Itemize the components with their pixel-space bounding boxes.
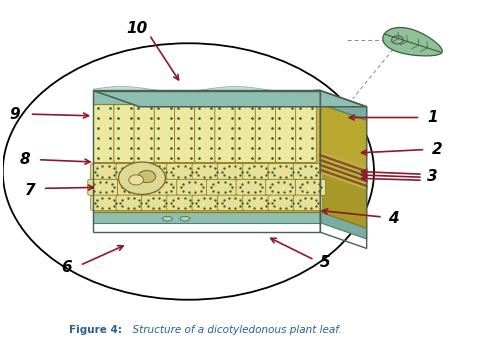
FancyBboxPatch shape <box>88 179 118 196</box>
FancyBboxPatch shape <box>192 195 221 211</box>
Polygon shape <box>93 212 320 223</box>
FancyBboxPatch shape <box>296 105 316 162</box>
Polygon shape <box>320 212 367 239</box>
Ellipse shape <box>180 216 190 221</box>
FancyBboxPatch shape <box>243 195 272 211</box>
Polygon shape <box>320 91 367 120</box>
Circle shape <box>129 175 143 185</box>
FancyBboxPatch shape <box>147 179 177 196</box>
FancyBboxPatch shape <box>217 163 247 180</box>
FancyBboxPatch shape <box>215 105 236 162</box>
Text: 1: 1 <box>427 110 438 125</box>
FancyBboxPatch shape <box>235 105 256 162</box>
FancyBboxPatch shape <box>192 163 221 180</box>
FancyBboxPatch shape <box>243 163 272 180</box>
Text: 8: 8 <box>19 152 30 167</box>
FancyBboxPatch shape <box>114 105 134 162</box>
FancyBboxPatch shape <box>268 163 297 180</box>
Text: 4: 4 <box>388 211 399 226</box>
FancyBboxPatch shape <box>293 163 323 180</box>
Text: 10: 10 <box>126 21 148 36</box>
Text: 6: 6 <box>61 260 72 275</box>
FancyBboxPatch shape <box>166 195 196 211</box>
FancyBboxPatch shape <box>94 105 114 162</box>
FancyBboxPatch shape <box>217 195 247 211</box>
Polygon shape <box>93 104 320 163</box>
Polygon shape <box>93 163 320 212</box>
Text: 7: 7 <box>24 182 35 198</box>
Text: Structure of a dicotyledonous plant leaf.: Structure of a dicotyledonous plant leaf… <box>126 325 342 335</box>
FancyBboxPatch shape <box>116 195 145 211</box>
FancyBboxPatch shape <box>91 163 120 180</box>
FancyBboxPatch shape <box>206 179 237 196</box>
Text: 2: 2 <box>432 142 443 157</box>
FancyBboxPatch shape <box>174 105 195 162</box>
FancyBboxPatch shape <box>295 179 326 196</box>
Polygon shape <box>320 163 367 228</box>
Text: 3: 3 <box>427 169 438 184</box>
FancyBboxPatch shape <box>91 195 120 211</box>
Polygon shape <box>93 91 367 107</box>
Circle shape <box>138 170 156 182</box>
FancyBboxPatch shape <box>141 163 171 180</box>
Text: Figure 4:: Figure 4: <box>69 325 122 335</box>
Ellipse shape <box>163 216 172 221</box>
Polygon shape <box>93 91 320 104</box>
FancyBboxPatch shape <box>236 179 266 196</box>
FancyBboxPatch shape <box>276 105 296 162</box>
Text: 9: 9 <box>10 107 20 122</box>
Polygon shape <box>320 104 367 179</box>
FancyBboxPatch shape <box>118 179 148 196</box>
FancyBboxPatch shape <box>134 105 155 162</box>
Text: 5: 5 <box>320 255 330 270</box>
Polygon shape <box>383 27 442 56</box>
FancyBboxPatch shape <box>154 105 175 162</box>
FancyBboxPatch shape <box>177 179 207 196</box>
Polygon shape <box>93 86 320 92</box>
FancyBboxPatch shape <box>195 105 215 162</box>
FancyBboxPatch shape <box>166 163 196 180</box>
Circle shape <box>119 162 165 194</box>
FancyBboxPatch shape <box>116 163 145 180</box>
FancyBboxPatch shape <box>141 195 171 211</box>
FancyBboxPatch shape <box>255 105 276 162</box>
FancyBboxPatch shape <box>293 195 323 211</box>
FancyBboxPatch shape <box>266 179 296 196</box>
FancyBboxPatch shape <box>268 195 297 211</box>
